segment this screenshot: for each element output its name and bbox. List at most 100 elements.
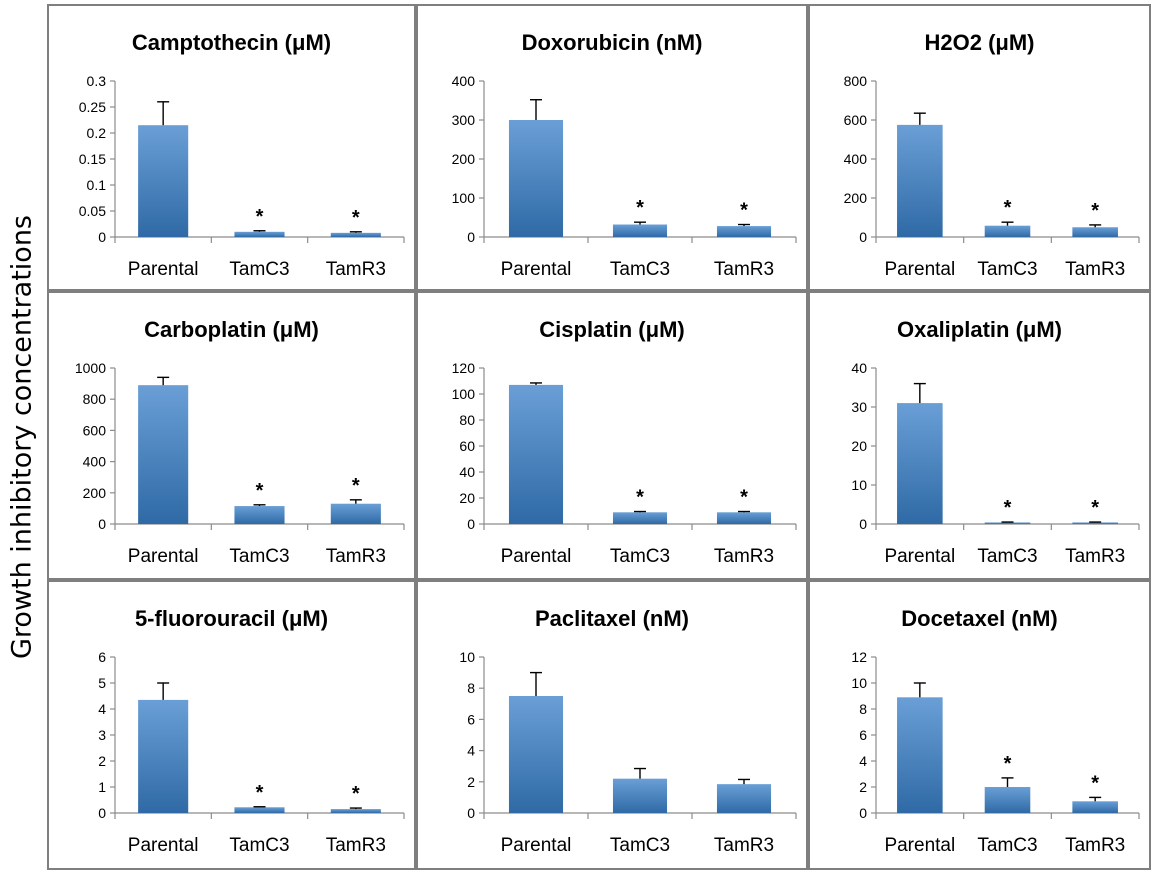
x-tick-label: TamC3 [610,835,670,856]
x-tick-label: TamR3 [1065,546,1125,567]
bar-tamc3 [234,506,285,524]
bar-tamr3 [330,503,381,524]
chart-title: Doxorubicin (nM) [522,30,703,55]
y-tick-label: 8 [859,701,867,717]
significance-star: * [352,783,360,805]
y-tick-label: 80 [459,412,475,428]
chart-panel-7: 5-fluorouracil (μM) 0 1 2 3 4 5 6 Parental * TamC3… [47,580,416,870]
y-tick-label: 40 [851,360,867,376]
y-tick-label: 3 [98,727,106,743]
y-tick-label: 10 [851,477,867,493]
significance-star: * [1091,200,1099,222]
chart-panel-9: Docetaxel (nM) 0 2 4 6 8 10 12 Parental * TamC3 * Ta… [808,580,1151,870]
y-tick-label: 5 [98,675,106,691]
x-tick-label: TamR3 [326,835,386,856]
bar-tamr3 [330,232,381,237]
chart-panel-4: Carboplatin (μM) 0 200 400 600 800 1000 Parenta… [47,291,416,580]
y-tick-label: 2 [467,774,475,790]
y-tick-label: 120 [452,360,476,376]
significance-star: * [352,475,360,497]
bar-tamr3 [1072,522,1118,524]
bar-tamr3 [716,226,772,237]
chart-title: Carboplatin (μM) [144,317,319,342]
x-tick-label: TamR3 [326,259,386,280]
x-tick-label: TamC3 [977,546,1037,567]
panel-frame [808,580,1151,870]
x-tick-label: TamR3 [326,546,386,567]
panel-frame [47,580,416,870]
y-tick-label: 10 [851,675,867,691]
y-tick-label: 4 [859,753,867,769]
bar-parental [508,384,564,524]
y-tick-label: 400 [844,151,868,167]
y-tick-label: 0.25 [79,99,106,115]
chart-title: Camptothecin (μM) [132,30,331,55]
x-tick-label: TamR3 [1065,259,1125,280]
y-tick-label: 0 [859,516,867,532]
y-tick-label: 1000 [75,360,106,376]
bar-parental [138,699,189,813]
y-tick-label: 600 [844,112,868,128]
y-tick-label: 0.2 [87,125,107,141]
bar-tamc3 [984,787,1031,813]
y-tick-label: 600 [83,422,107,438]
chart-panel-2: Doxorubicin (nM) 0 100 200 300 400 Parental * Ta… [416,4,808,291]
x-tick-label: TamC3 [610,259,670,280]
y-tick-label: 4 [467,743,475,759]
x-tick-label: TamR3 [1065,835,1125,856]
significance-star: * [352,207,360,229]
bar-tamc3 [984,522,1031,524]
x-tick-label: Parental [501,546,572,567]
significance-star: * [1091,497,1099,519]
bar-tamr3 [716,784,772,813]
x-tick-label: TamR3 [714,835,774,856]
x-tick-label: TamR3 [714,259,774,280]
bar-tamr3 [330,809,381,813]
y-tick-label: 4 [98,701,106,717]
bar-tamr3 [1072,801,1118,813]
x-tick-label: Parental [884,835,955,856]
y-tick-label: 0 [98,229,106,245]
significance-star: * [1004,197,1012,219]
x-tick-label: TamC3 [229,546,289,567]
y-tick-label: 0.15 [79,151,106,167]
y-tick-label: 8 [467,680,475,696]
bar-tamr3 [716,512,772,524]
x-tick-label: Parental [128,259,199,280]
chart-title: 5-fluorouracil (μM) [135,606,328,631]
significance-star: * [740,487,748,509]
x-tick-label: TamC3 [229,835,289,856]
y-tick-label: 6 [98,649,106,665]
x-tick-label: Parental [884,259,955,280]
bar-tamc3 [234,231,285,237]
bar-parental [508,120,564,237]
significance-star: * [1091,772,1099,794]
x-tick-label: Parental [501,259,572,280]
chart-title: Docetaxel (nM) [901,606,1057,631]
y-tick-label: 400 [83,454,107,470]
chart-panel-6: Oxaliplatin (μM) 0 10 20 30 40 Parental * TamC3 *… [808,291,1151,580]
chart-title: Oxaliplatin (μM) [897,317,1062,342]
chart-title: H2O2 (μM) [924,30,1034,55]
panel-frame [808,291,1151,580]
y-tick-label: 200 [844,190,868,206]
bar-tamr3 [1072,227,1118,237]
chart-panel-1: Camptothecin (μM) 0 0.05 0.1 0.15 0.2 0.25 0.3 P… [47,4,416,291]
y-tick-label: 0 [467,805,475,821]
y-tick-label: 0 [859,229,867,245]
panel-frame [47,4,416,291]
x-tick-label: Parental [128,546,199,567]
significance-star: * [636,197,644,219]
bar-parental [138,385,189,524]
bar-tamc3 [612,512,668,524]
panel-frame [416,580,808,870]
chart-panel-5: Cisplatin (μM) 0 20 40 60 80 100 120 Parental * Ta… [416,291,808,580]
x-tick-label: Parental [884,546,955,567]
y-tick-label: 2 [859,779,867,795]
y-tick-label: 0.05 [79,203,106,219]
significance-star: * [636,487,644,509]
y-tick-label: 200 [452,151,476,167]
bar-tamc3 [984,225,1031,237]
y-tick-label: 40 [459,464,475,480]
y-tick-label: 6 [467,711,475,727]
